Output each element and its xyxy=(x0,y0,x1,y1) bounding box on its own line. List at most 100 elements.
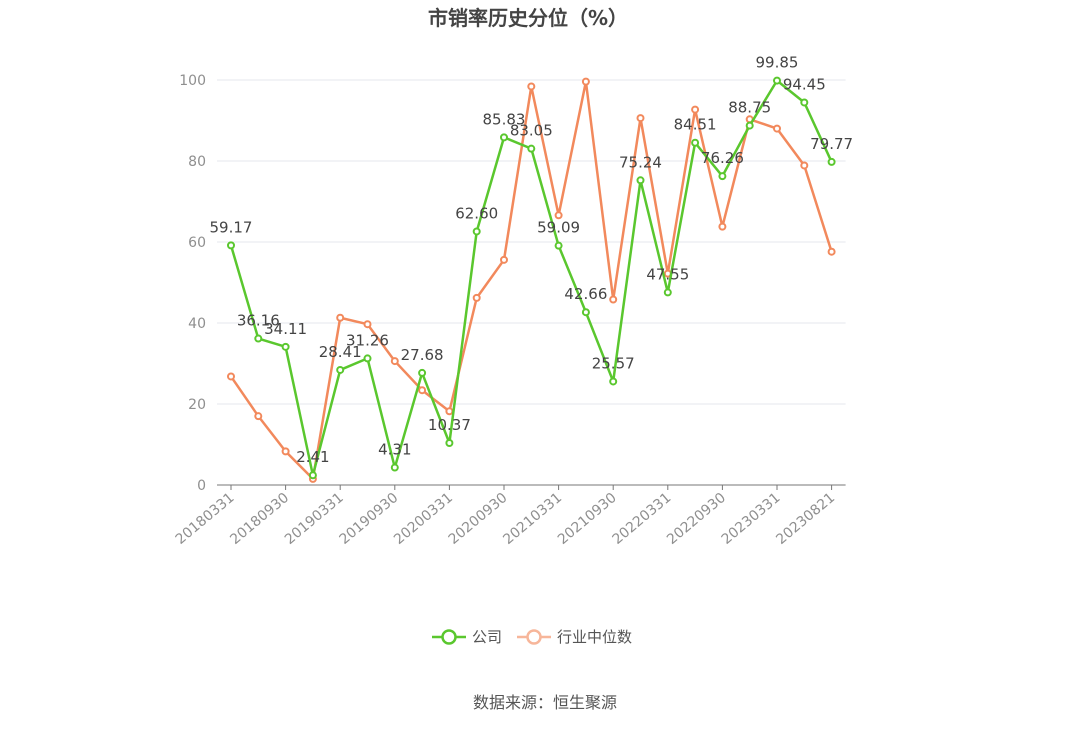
data-point xyxy=(527,82,536,91)
data-point xyxy=(418,368,427,377)
legend-label: 行业中位数 xyxy=(557,628,632,646)
data-point xyxy=(281,342,290,351)
y-tick-label: 0 xyxy=(197,478,206,494)
legend[interactable]: 公司 行业中位数 xyxy=(432,628,632,646)
data-label: 79.77 xyxy=(810,135,853,153)
data-point xyxy=(827,247,836,256)
y-tick-label: 80 xyxy=(188,154,206,170)
data-point xyxy=(363,354,372,363)
data-point xyxy=(308,471,317,480)
data-label: 62.60 xyxy=(455,204,498,222)
data-label: 34.11 xyxy=(264,320,307,338)
data-point xyxy=(609,295,618,304)
data-point xyxy=(363,320,372,329)
data-label: 47.55 xyxy=(646,265,689,283)
x-tick-label: 20210331 xyxy=(500,490,565,548)
data-point xyxy=(773,124,781,133)
data-label: 88.75 xyxy=(728,99,771,117)
data-point xyxy=(227,241,235,250)
legend-marker-icon xyxy=(441,629,457,645)
series-line-company xyxy=(229,79,833,477)
y-tick-label: 40 xyxy=(188,316,206,332)
data-label: 85.83 xyxy=(483,110,526,128)
data-point xyxy=(445,407,454,416)
x-tick-label: 20190930 xyxy=(336,490,401,548)
data-label: 76.26 xyxy=(701,149,744,167)
y-tick-label: 20 xyxy=(188,397,206,413)
data-point xyxy=(581,308,590,317)
data-label: 36.16 xyxy=(237,312,280,330)
data-point xyxy=(773,76,781,85)
source-note: 数据来源：恒生聚源 xyxy=(473,693,617,712)
y-axis-ticks: 0 20 40 60 80 100 xyxy=(179,73,206,494)
y-tick-label: 100 xyxy=(179,73,206,89)
data-point xyxy=(527,144,536,153)
data-point xyxy=(609,377,618,386)
data-label: 10.37 xyxy=(428,416,471,434)
data-point xyxy=(827,157,836,166)
data-point xyxy=(390,357,399,366)
data-point xyxy=(800,98,809,107)
data-point xyxy=(336,365,345,374)
data-point xyxy=(636,176,645,185)
x-tick-label: 20210930 xyxy=(555,490,620,548)
data-label: 83.05 xyxy=(510,122,553,140)
data-point xyxy=(745,121,754,130)
data-label: 25.57 xyxy=(592,354,635,372)
data-label: 31.26 xyxy=(346,331,389,349)
x-tick-label: 20180930 xyxy=(227,490,292,548)
data-label: 28.41 xyxy=(319,343,362,361)
data-point xyxy=(281,447,290,456)
data-point xyxy=(390,463,399,472)
data-label: 59.09 xyxy=(537,219,580,237)
data-label: 94.45 xyxy=(783,75,826,93)
data-point xyxy=(718,172,727,181)
grid-lines xyxy=(217,79,846,405)
legend-item-industry-median[interactable]: 行业中位数 xyxy=(517,628,632,646)
data-label: 84.51 xyxy=(674,116,717,134)
data-label: 75.24 xyxy=(619,153,662,171)
y-tick-label: 60 xyxy=(188,235,206,251)
data-point xyxy=(691,105,700,114)
data-point xyxy=(227,372,235,381)
data-label: 99.85 xyxy=(756,54,799,72)
x-tick-label: 20220331 xyxy=(609,490,674,548)
x-axis: 2018033120180930201903312019093020200331… xyxy=(173,484,846,548)
data-point xyxy=(800,161,809,170)
x-tick-label: 20220930 xyxy=(664,490,729,548)
data-label: 27.68 xyxy=(401,346,444,364)
x-tick-label: 20190331 xyxy=(282,490,347,548)
data-point xyxy=(581,77,590,86)
x-tick-label: 20180331 xyxy=(173,490,238,548)
data-point xyxy=(445,439,454,448)
data-point xyxy=(691,138,700,147)
legend-item-company[interactable]: 公司 xyxy=(432,628,502,646)
data-point xyxy=(554,241,563,250)
data-point xyxy=(254,412,263,421)
data-point xyxy=(718,222,727,231)
data-point xyxy=(336,313,345,322)
data-point xyxy=(500,255,508,264)
chart-title: 市销率历史分位（%） xyxy=(428,6,628,30)
data-point xyxy=(500,133,508,142)
x-tick-label: 20230331 xyxy=(719,490,784,548)
x-tick-label: 20200930 xyxy=(446,490,511,548)
data-point xyxy=(663,288,672,297)
data-point xyxy=(418,386,427,395)
x-tick-label: 20200331 xyxy=(391,490,456,548)
legend-label: 公司 xyxy=(472,628,502,646)
legend-marker-icon xyxy=(526,629,542,645)
data-point xyxy=(472,293,481,302)
data-label: 42.66 xyxy=(564,285,607,303)
data-point xyxy=(472,227,481,236)
data-label: 59.17 xyxy=(210,218,253,236)
data-point xyxy=(554,211,563,220)
x-tick-label: 20230821 xyxy=(773,490,838,548)
data-point xyxy=(254,334,263,343)
data-label: 4.31 xyxy=(378,441,411,459)
data-point xyxy=(636,114,645,123)
data-label: 2.41 xyxy=(296,448,329,466)
series-layer xyxy=(227,76,836,483)
